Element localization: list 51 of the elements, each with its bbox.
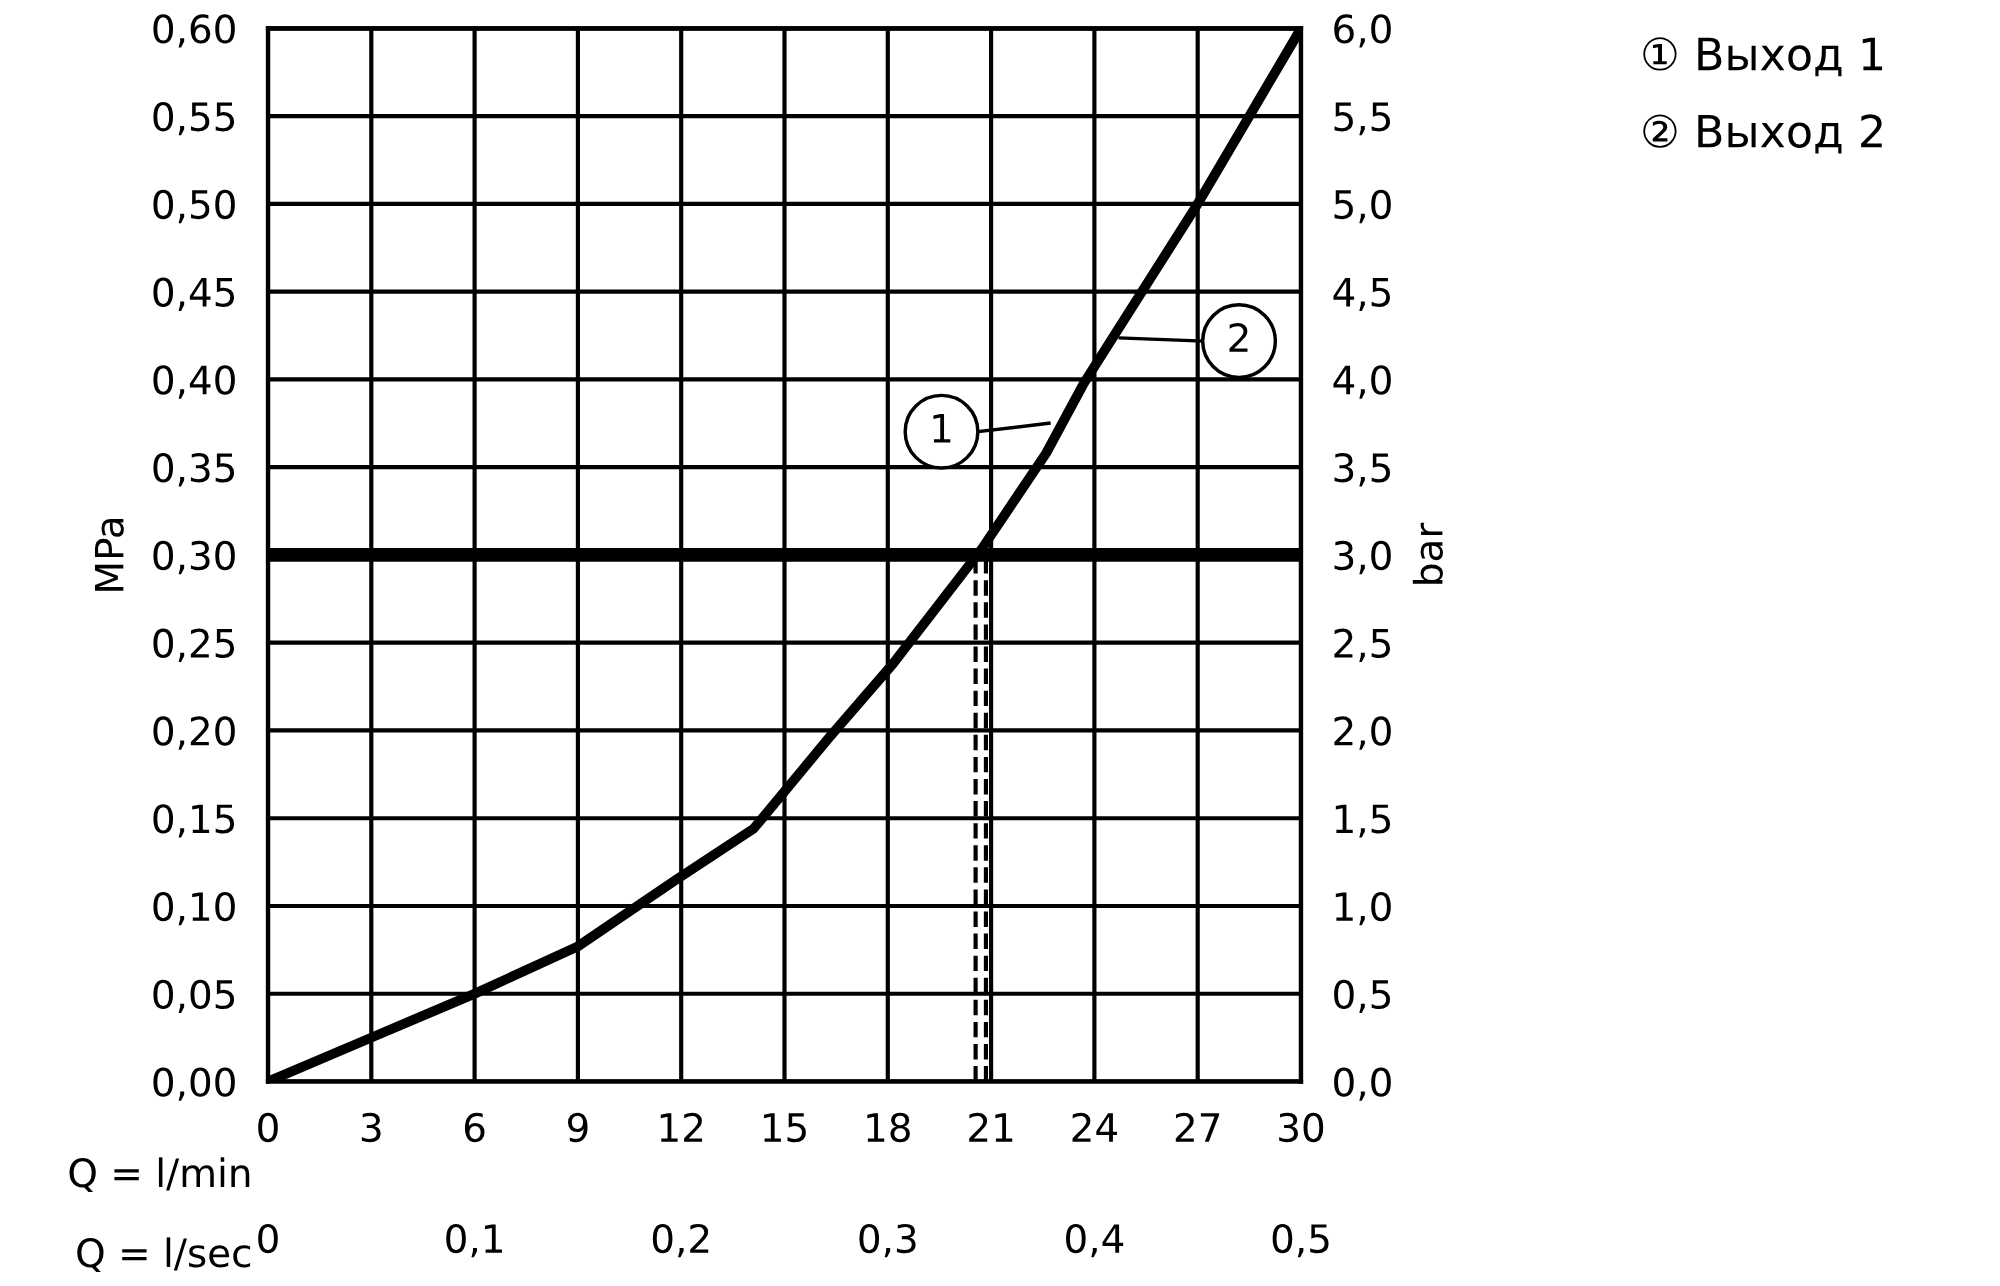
y2-tick-label: 3,5: [1334, 453, 1391, 487]
y2-axis-title: bar: [1412, 522, 1443, 584]
y2-tick-label: 6,0: [1334, 14, 1391, 48]
x-axis-title: Q = l/min: [69, 1157, 250, 1192]
y2-tick-label: 2,5: [1334, 628, 1391, 662]
y2-tick-label: 2,0: [1334, 716, 1391, 750]
y2-tick-label: 5,0: [1334, 189, 1391, 224]
text: ② Выход 2: [1643, 114, 1882, 154]
x2-tick-label: 0,4: [1066, 1223, 1124, 1258]
text: ① Выход 1: [1643, 37, 1883, 77]
y-tick-label: 0,30: [153, 540, 235, 575]
y-axis-title: MPa: [94, 518, 124, 591]
y-tick-label: 0,15: [153, 804, 235, 838]
x-tick-label: 6: [464, 1112, 485, 1143]
y-tick-label: 0,40: [153, 365, 235, 399]
y2-tick-label: 1,5: [1335, 804, 1391, 838]
y2-tick-label: 4,5: [1333, 278, 1391, 311]
x2-tick-label: 0,1: [446, 1223, 502, 1258]
x-tick-label: 18: [867, 1112, 910, 1143]
x-tick-label: 30: [1279, 1112, 1324, 1143]
y-tick-label: 0,05: [153, 979, 235, 1014]
x2-tick-label: 0,2: [652, 1223, 709, 1258]
annotation: 2: [1229, 322, 1248, 352]
x2-tick-label: 0,5: [1272, 1223, 1329, 1258]
x-tick-label: 0: [258, 1112, 278, 1143]
x2-axis-title: Q = l/sec: [77, 1237, 251, 1272]
y-tick-label: 0,35: [153, 453, 235, 487]
x-tick-label: 12: [660, 1112, 703, 1142]
x-tick-label: 21: [969, 1112, 1013, 1142]
x-tick-label: 15: [764, 1113, 806, 1143]
x-tick-label: 9: [567, 1112, 588, 1143]
y2-tick-label: 0,0: [1334, 1067, 1391, 1101]
y-tick-label: 0,20: [153, 716, 235, 750]
y2-tick-label: 4,0: [1333, 365, 1391, 399]
annotation: 1: [933, 414, 951, 443]
x-tick-label: 27: [1175, 1112, 1220, 1142]
x2-tick-label: 0: [258, 1223, 278, 1254]
y2-tick-label: 5,5: [1334, 102, 1391, 136]
y-tick-label: 0,00: [153, 1067, 235, 1101]
y-tick-label: 0,55: [153, 101, 235, 136]
y-tick-label: 0,45: [153, 277, 235, 311]
y-tick-label: 0,50: [153, 189, 235, 224]
y2-tick-label: 0,5: [1334, 979, 1391, 1014]
y2-tick-label: 3,0: [1334, 540, 1391, 575]
x-tick-label: 24: [1072, 1112, 1117, 1142]
y-tick-label: 0,10: [153, 891, 235, 926]
x-tick-label: 3: [361, 1112, 381, 1143]
y-tick-label: 0,60: [153, 14, 235, 48]
y2-tick-label: 1,0: [1335, 891, 1391, 926]
x2-tick-label: 0,3: [859, 1223, 916, 1258]
y-tick-label: 0,25: [153, 628, 235, 662]
